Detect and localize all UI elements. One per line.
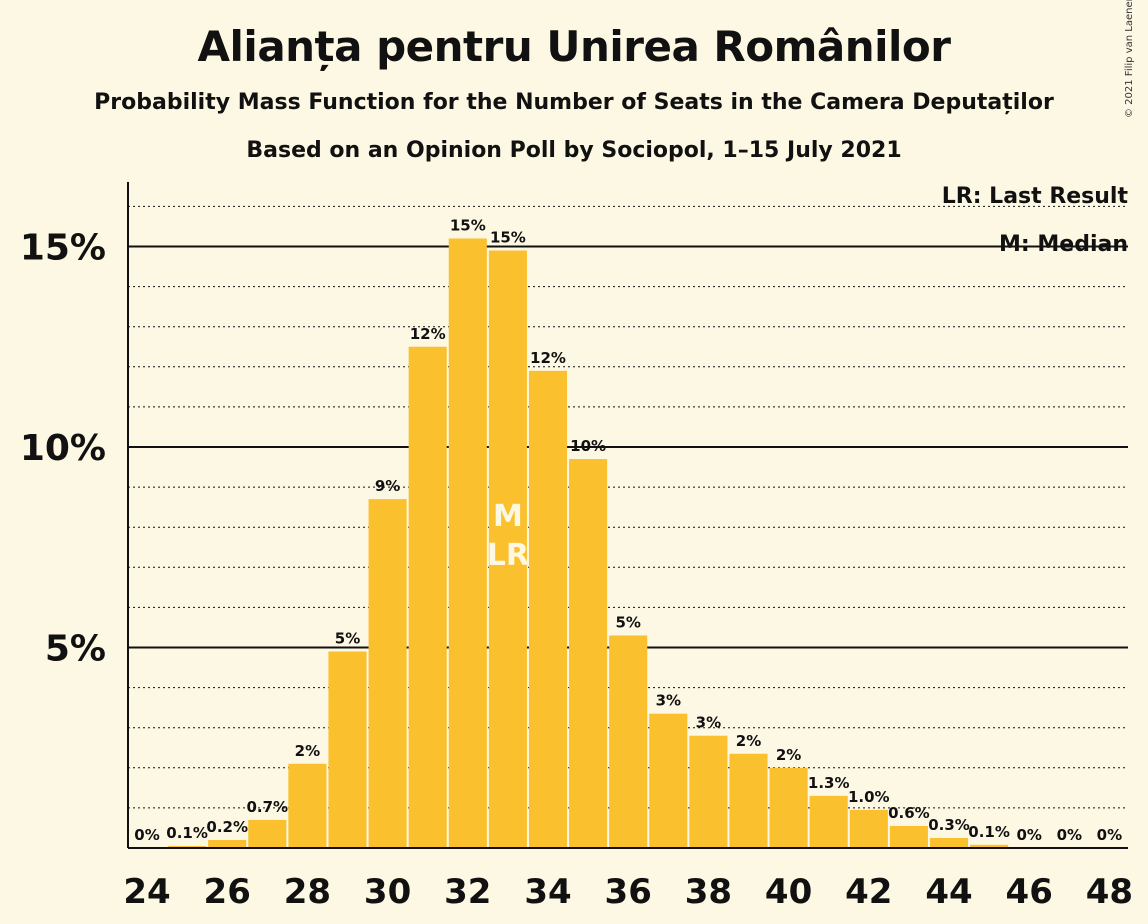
- x-tick-label: 44: [925, 872, 972, 912]
- data-label: 0%: [1016, 826, 1041, 844]
- bar-seat-29: [328, 651, 367, 848]
- data-label: 1.0%: [848, 788, 890, 806]
- x-tick-label: 32: [444, 872, 491, 912]
- bar-seat-28: [288, 763, 327, 848]
- data-label: 12%: [530, 349, 566, 367]
- x-tick-label: 38: [685, 872, 732, 912]
- bar-seat-30: [368, 499, 407, 848]
- legend-last-result: LR: Last Result: [941, 184, 1128, 209]
- data-label: 2%: [295, 742, 320, 760]
- bar-seat-45: [970, 844, 1009, 848]
- data-label: 0%: [1057, 826, 1082, 844]
- chart-source-subtitle: Based on an Opinion Poll by Sociopol, 1–…: [246, 138, 902, 163]
- data-label: 9%: [375, 477, 400, 495]
- data-label: 0.1%: [968, 823, 1010, 841]
- bar-seat-35: [569, 459, 608, 848]
- x-tick-label: 40: [765, 872, 812, 912]
- data-label: 0.6%: [888, 804, 930, 822]
- data-label: 2%: [776, 746, 801, 764]
- bar-seat-41: [809, 795, 848, 848]
- x-tick-label: 48: [1086, 872, 1133, 912]
- x-tick-label: 24: [123, 872, 170, 912]
- chart-subtitle: Probability Mass Function for the Number…: [94, 90, 1054, 115]
- data-label: 3%: [656, 692, 681, 710]
- bar-seat-27: [248, 819, 287, 848]
- bar-seat-39: [729, 753, 768, 848]
- median-marker: M: [493, 499, 523, 534]
- bar-seat-37: [649, 713, 688, 848]
- bar-seat-43: [889, 825, 928, 848]
- legend-median: M: Median: [999, 232, 1128, 257]
- bar-seat-26: [208, 839, 247, 848]
- bar-seat-40: [769, 767, 808, 848]
- x-tick-label: 26: [204, 872, 251, 912]
- x-tick-label: 30: [364, 872, 411, 912]
- data-label: 0.2%: [206, 818, 248, 836]
- bar-seat-34: [528, 370, 568, 848]
- last-result-marker: LR: [487, 538, 529, 573]
- data-label: 15%: [490, 229, 526, 247]
- data-label: 5%: [335, 630, 360, 648]
- data-label: 0%: [1097, 826, 1122, 844]
- data-label: 2%: [736, 732, 761, 750]
- data-label: 5%: [615, 613, 640, 631]
- data-label: 0%: [134, 826, 159, 844]
- y-tick-label: 10%: [20, 428, 106, 469]
- data-label: 1.3%: [808, 774, 850, 792]
- x-tick-label: 28: [284, 872, 331, 912]
- chart-title: Alianța pentru Unirea Românilor: [197, 22, 951, 71]
- x-tick-label: 34: [524, 872, 571, 912]
- bar-seat-36: [609, 635, 648, 848]
- y-tick-label: 15%: [20, 228, 106, 269]
- bar-seat-42: [849, 809, 888, 848]
- data-label: 10%: [570, 437, 606, 455]
- data-label: 15%: [450, 216, 486, 234]
- data-label: 3%: [696, 714, 721, 732]
- data-label: 0.7%: [246, 798, 288, 816]
- data-label: 0.3%: [928, 816, 970, 834]
- data-label: 12%: [410, 325, 446, 343]
- bar-seat-25: [168, 845, 207, 848]
- bar-seat-31: [408, 346, 447, 848]
- bar-seat-44: [929, 837, 969, 848]
- x-tick-label: 42: [845, 872, 892, 912]
- x-tick-label: 36: [605, 872, 652, 912]
- bar-seat-38: [689, 735, 728, 848]
- data-label: 0.1%: [166, 824, 208, 842]
- y-tick-label: 5%: [45, 629, 106, 670]
- bar-seat-32: [448, 238, 487, 849]
- bar-seat-33: [488, 250, 527, 848]
- x-tick-label: 46: [1006, 872, 1053, 912]
